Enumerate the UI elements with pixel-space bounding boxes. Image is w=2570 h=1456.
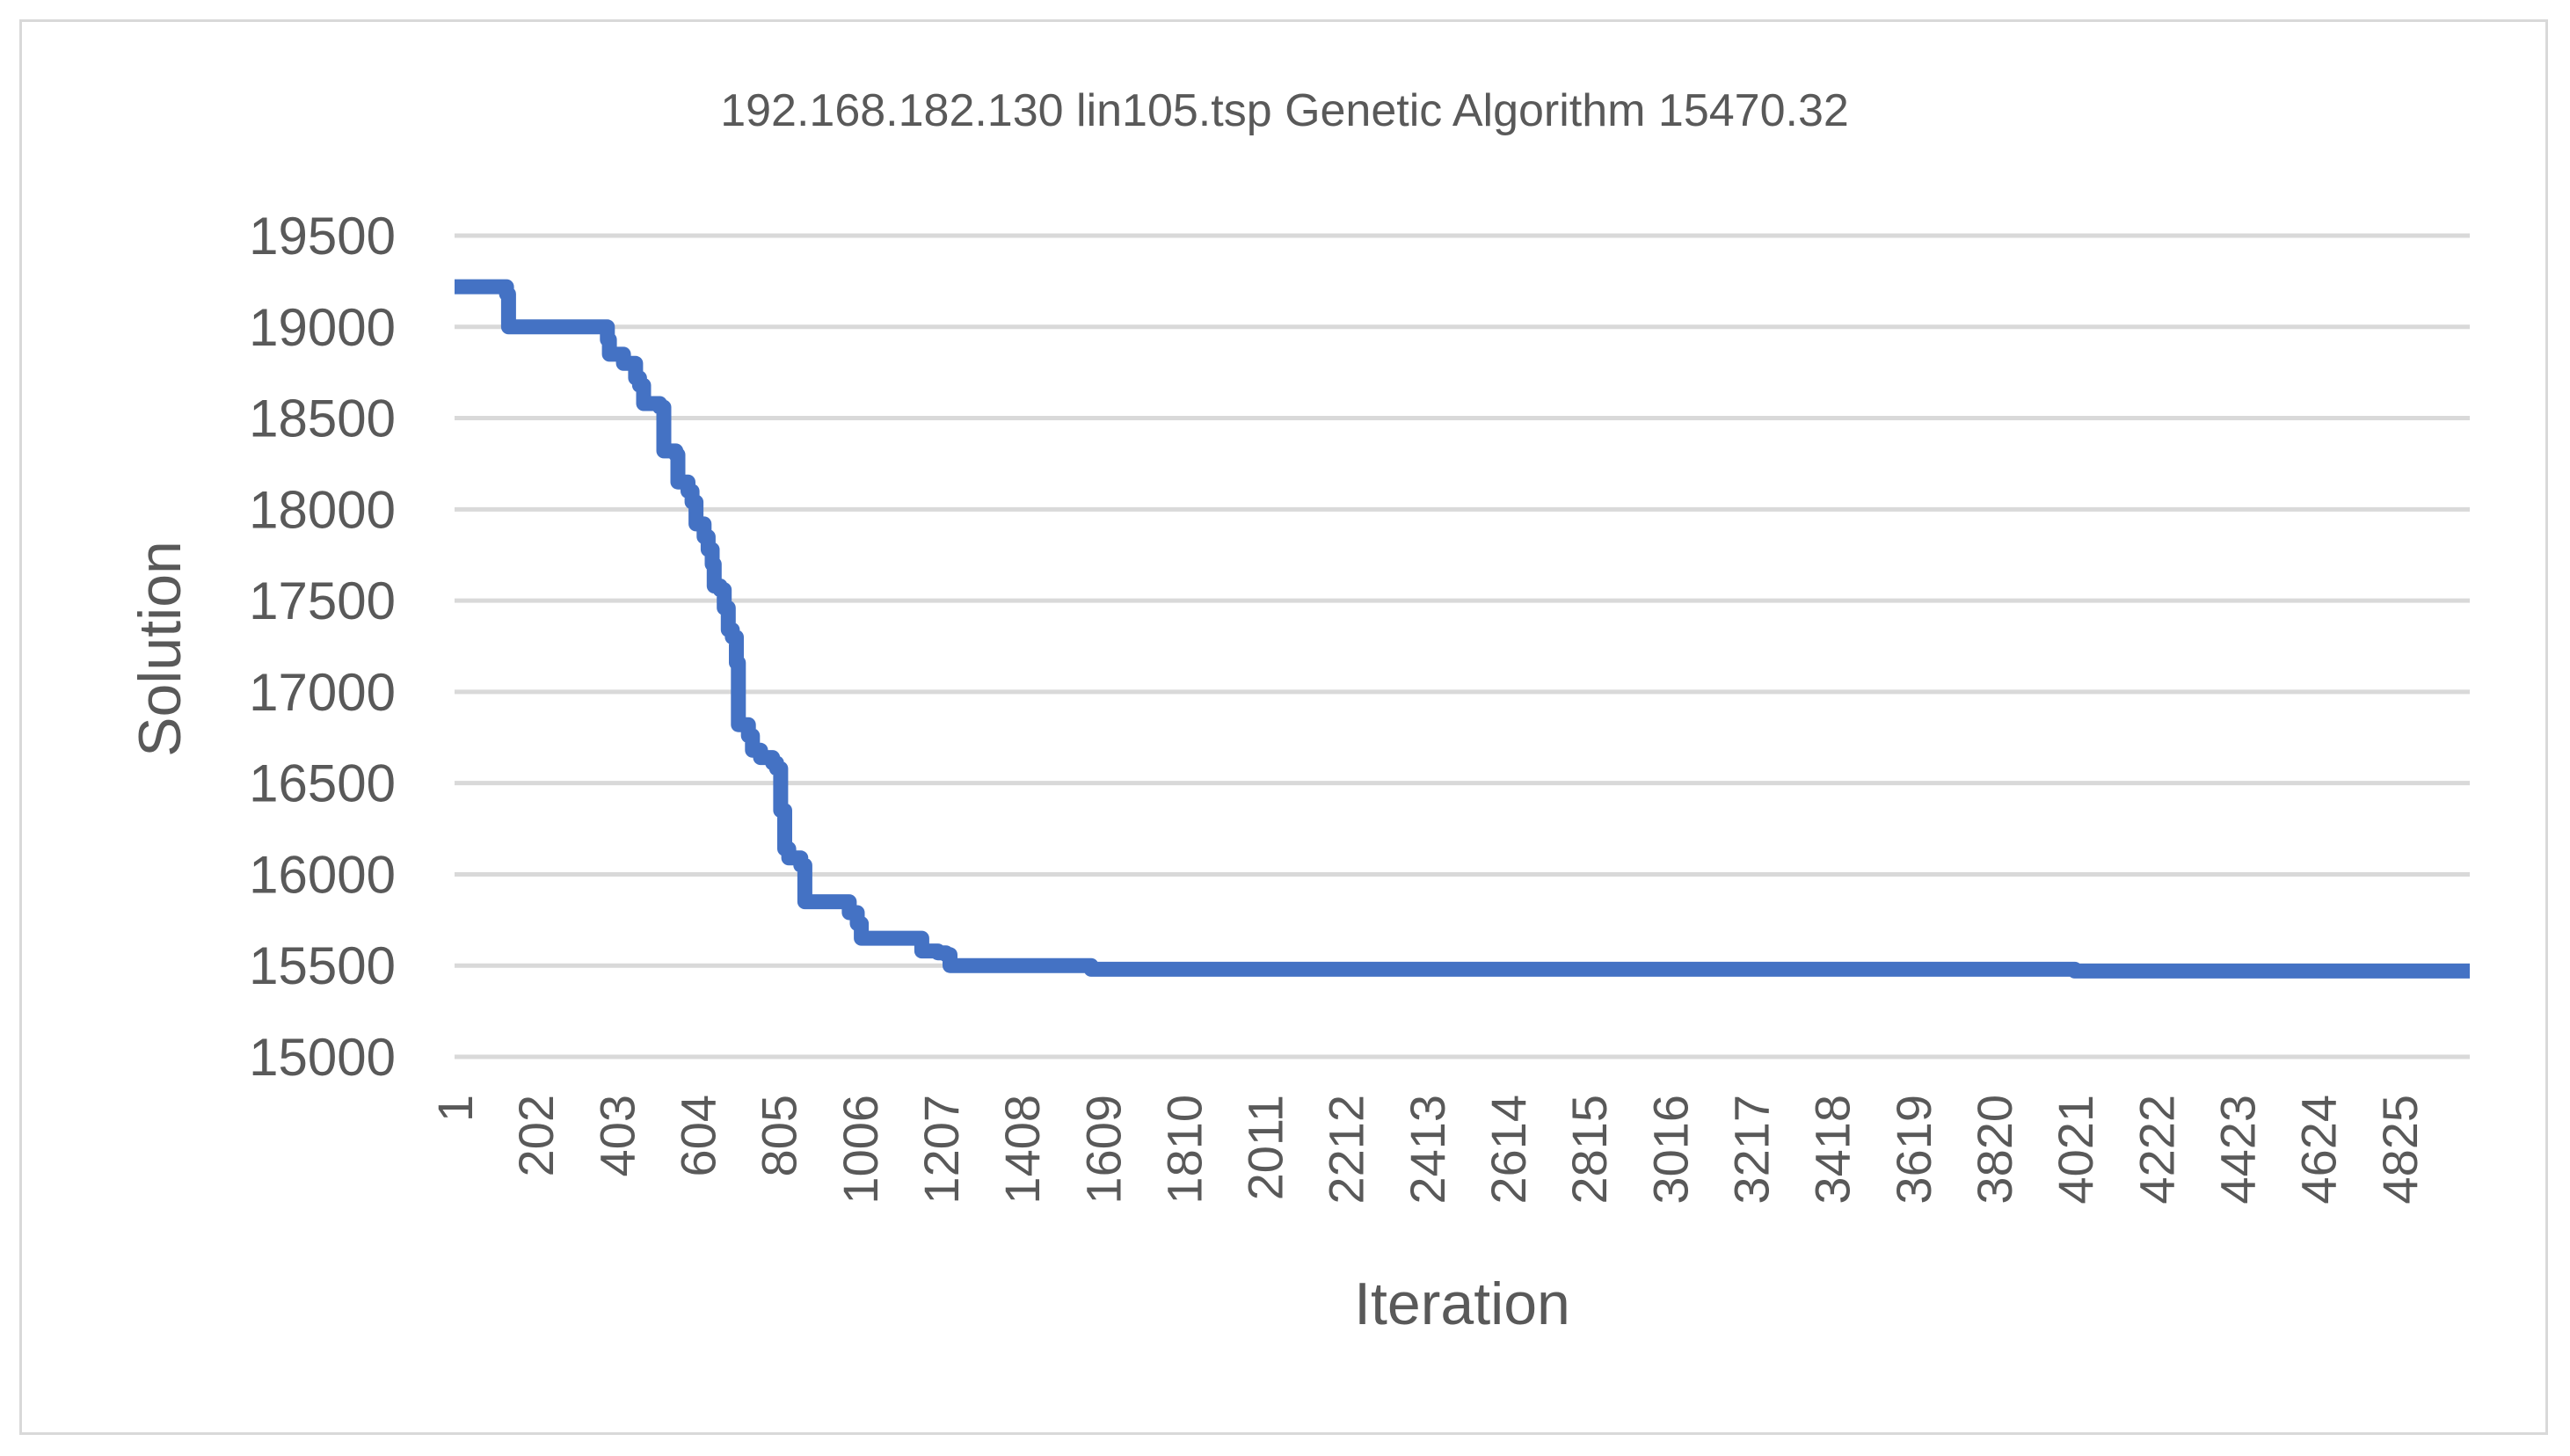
chart-title: 192.168.182.130 lin105.tsp Genetic Algor…: [720, 85, 1849, 136]
y-tick-label: 15500: [249, 936, 396, 995]
x-tick-label: 4021: [2048, 1095, 2103, 1205]
x-tick-label: 2011: [1238, 1095, 1293, 1200]
y-tick-label: 15000: [249, 1028, 396, 1087]
x-tick-label: 805: [752, 1095, 807, 1176]
x-tick-label: 2212: [1319, 1095, 1374, 1205]
x-tick-label: 1207: [914, 1095, 969, 1205]
x-tick-label: 4423: [2210, 1095, 2265, 1205]
x-axis-title: Iteration: [1354, 1270, 1570, 1337]
x-tick-label: 604: [670, 1095, 725, 1176]
x-tick-label: 3217: [1724, 1095, 1780, 1205]
x-tick-label: 4222: [2129, 1095, 2184, 1205]
x-tick-label: 202: [508, 1095, 564, 1176]
x-tick-label: 1810: [1156, 1095, 1212, 1205]
y-axis-tick-labels: 15000 15500 16000 16500 17000 17500 18000 18500…: [249, 207, 396, 1087]
x-tick-label: 3418: [1805, 1095, 1860, 1205]
x-tick-label: 1408: [994, 1095, 1050, 1205]
x-tick-label: 2614: [1481, 1095, 1536, 1205]
y-tick-label: 18500: [249, 389, 396, 448]
y-tick-label: 17500: [249, 571, 396, 630]
y-tick-label: 19500: [249, 207, 396, 266]
series-group: [455, 279, 2470, 979]
x-tick-label: 403: [589, 1095, 644, 1176]
chart-frame: [19, 19, 2548, 1435]
x-tick-label: 3619: [1886, 1095, 1941, 1205]
x-tick-label: 1006: [833, 1095, 888, 1205]
y-tick-label: 16500: [249, 754, 396, 813]
x-tick-label: 4624: [2291, 1095, 2347, 1205]
x-tick-label: 3820: [1967, 1095, 2022, 1205]
y-tick-label: 18000: [249, 480, 396, 539]
x-tick-label: 2815: [1562, 1095, 1617, 1205]
x-tick-label: 3016: [1642, 1095, 1698, 1205]
gridlines: [455, 233, 2470, 1059]
y-tick-label: 16000: [249, 845, 396, 904]
x-tick-label: 1609: [1075, 1095, 1131, 1205]
series-line-solution: [455, 279, 2470, 979]
x-axis-tick-labels: 1 202 403 604 805 1006 1207 1408 1609 1810 2011 221…: [427, 1095, 2428, 1205]
y-tick-label: 19000: [249, 298, 396, 357]
y-tick-label: 17000: [249, 663, 396, 722]
x-tick-label: 2413: [1400, 1095, 1455, 1205]
y-axis-title: Solution: [127, 541, 193, 757]
x-tick-label: 1: [427, 1095, 483, 1122]
x-tick-label: 4825: [2372, 1095, 2428, 1205]
